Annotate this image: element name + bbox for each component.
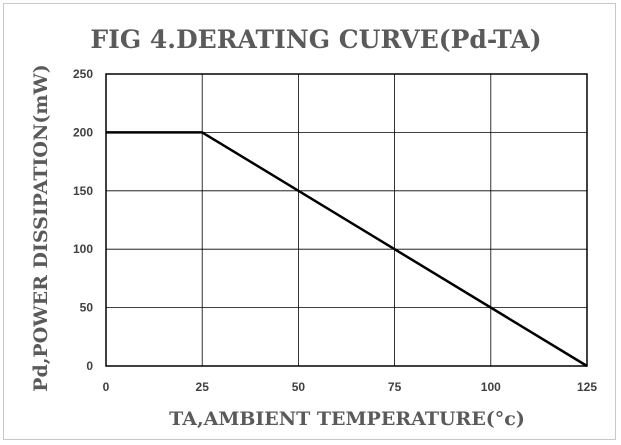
y-tick-label: 250	[73, 67, 93, 81]
y-tick-label: 200	[73, 125, 93, 139]
x-tick-label: 125	[577, 380, 597, 394]
chart-border	[3, 3, 616, 440]
plot-area	[105, 73, 588, 367]
y-tick-label: 50	[80, 301, 94, 315]
data-point	[105, 131, 107, 133]
x-tick-label: 25	[196, 380, 210, 394]
x-tick-label: 100	[481, 380, 501, 394]
data-point	[586, 365, 588, 367]
x-tick-label: 0	[103, 380, 110, 394]
data-point	[201, 131, 203, 133]
x-tick-labels: 0 25 50 75 100 125	[103, 380, 598, 394]
x-axis-title: TA,AMBIENT TEMPERATURE(°c)	[169, 408, 525, 430]
y-axis-title: Pd,POWER DISSIPATION(mW)	[30, 64, 52, 392]
y-tick-label: 0	[86, 359, 93, 373]
chart-title: FIG 4.DERATING CURVE(Pd-TA)	[90, 25, 541, 54]
y-tick-labels: 0 50 100 150 200 250	[73, 67, 93, 373]
x-tick-label: 75	[388, 380, 402, 394]
y-tick-label: 150	[73, 184, 93, 198]
derating-curve-line	[106, 131, 588, 368]
y-tick-label: 100	[73, 242, 93, 256]
x-tick-label: 50	[292, 380, 306, 394]
series-layer	[105, 131, 588, 368]
